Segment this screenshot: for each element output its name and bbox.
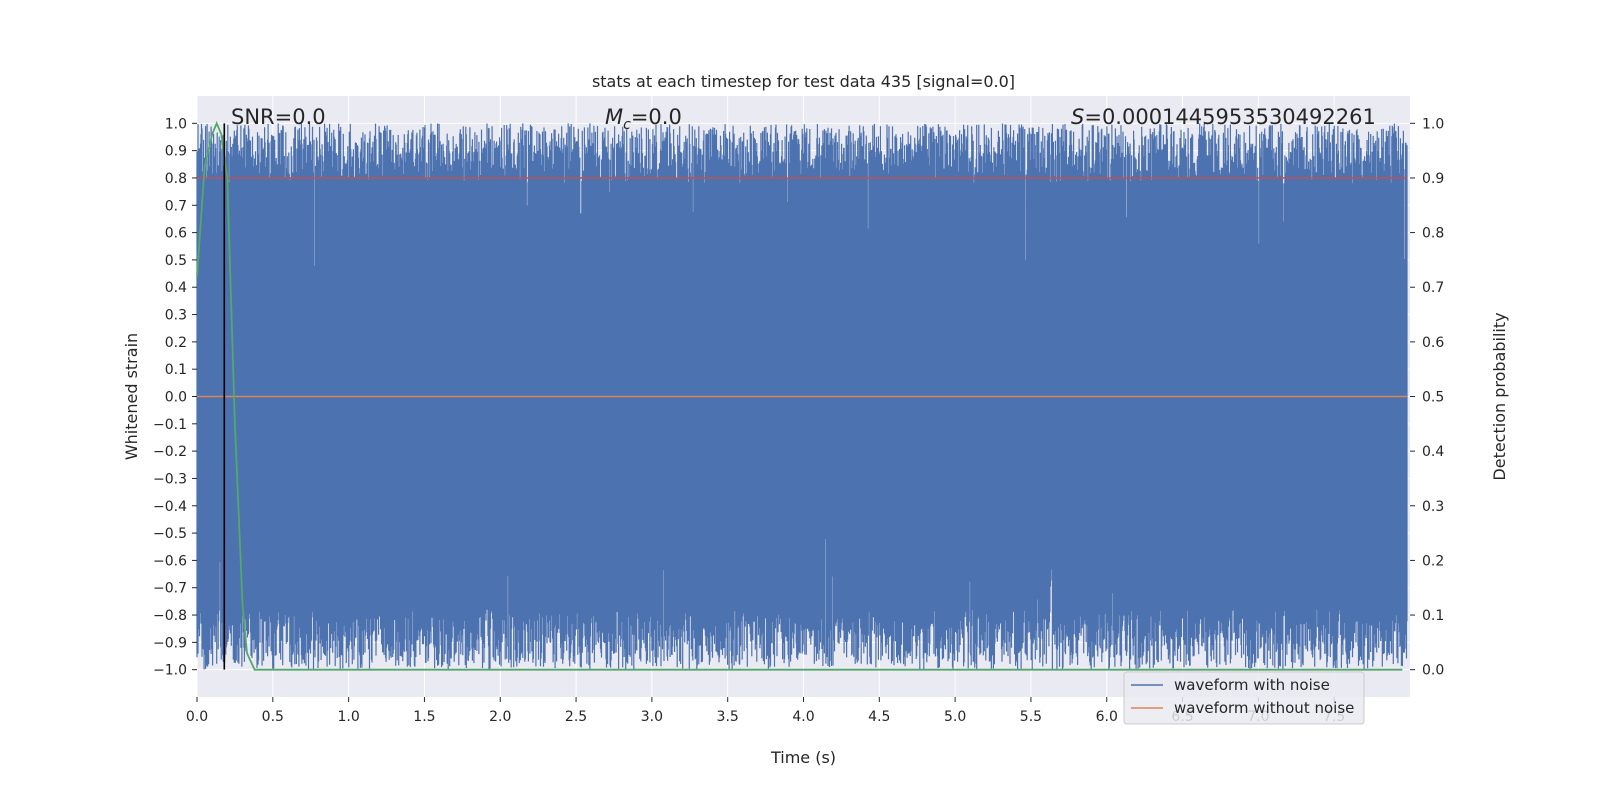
mc-symbol: M: [605, 105, 623, 129]
x-tick-label: 0.5: [262, 709, 284, 725]
legend-label-noise: waveform with noise: [1174, 676, 1330, 694]
y-tick-label: −0.5: [153, 526, 187, 542]
x-tick-label: 1.5: [413, 709, 435, 725]
y-tick-label: −0.6: [153, 553, 187, 569]
x-tick-label: 3.0: [641, 709, 663, 725]
y2-tick-label: 0.3: [1422, 499, 1444, 515]
y2-tick-label: 0.8: [1422, 226, 1444, 242]
y2-tick-label: 0.6: [1422, 335, 1444, 351]
y-tick-label: −0.4: [153, 499, 187, 515]
y2-tick-label: 0.9: [1422, 171, 1444, 187]
y2-tick-label: 1.0: [1422, 116, 1444, 132]
y2-tick-label: 0.0: [1422, 663, 1444, 679]
mc-annotation: Mc=0.0: [605, 105, 682, 133]
y-tick-label: 0.0: [165, 390, 187, 406]
y-tick-label: 0.9: [165, 144, 187, 160]
x-axis-label: Time (s): [770, 748, 836, 767]
y-tick-label: −1.0: [153, 663, 187, 679]
x-tick-label: 0.0: [186, 709, 208, 725]
y2-tick-label: 0.2: [1422, 553, 1444, 569]
y-tick-label: 0.7: [165, 198, 187, 214]
s-annotation: S=0.0001445953530492261: [1071, 105, 1376, 129]
y-tick-label: −0.9: [153, 635, 187, 651]
x-tick-label: 2.5: [565, 709, 587, 725]
x-tick-label: 5.0: [944, 709, 966, 725]
s-value: =0.0001445953530492261: [1084, 105, 1376, 129]
y-axis-label: Whitened strain: [122, 333, 141, 460]
overlay-series: [196, 120, 1407, 671]
y-tick-label: −0.1: [153, 417, 187, 433]
legend: waveform with noise waveform without noi…: [1123, 671, 1365, 725]
legend-label-clean: waveform without noise: [1174, 699, 1354, 717]
s-symbol: S: [1071, 105, 1084, 129]
y2-tick-label: 0.4: [1422, 444, 1444, 460]
chart-title: stats at each timestep for test data 435…: [592, 72, 1015, 91]
y-tick-label: 0.8: [165, 171, 187, 187]
x-tick-label: 5.5: [1020, 709, 1042, 725]
detection-probability-line: [196, 120, 1403, 671]
y-tick-label: 0.3: [165, 308, 187, 324]
y-tick-label: 0.1: [165, 362, 187, 378]
y-tick-label: 0.6: [165, 226, 187, 242]
right-axis-ticks: 1.0 0.9 0.8 0.7 0.6 0.5 0.4 0.3 0.2 0.1 0.0: [1410, 116, 1444, 679]
y-tick-label: 1.0: [165, 116, 187, 132]
left-axis-ticks: 1.0 0.9 0.8 0.7 0.6 0.5 0.4 0.3 0.2 0.1 0.0 −0.1 −0.…: [153, 116, 197, 679]
legend-box: [1123, 671, 1365, 725]
x-tick-label: 4.5: [868, 709, 890, 725]
mc-value: =0.0: [631, 105, 682, 129]
y2-tick-label: 0.1: [1422, 608, 1444, 624]
mc-subscript: c: [623, 117, 631, 133]
y-tick-label: −0.2: [153, 444, 187, 460]
y-tick-label: −0.3: [153, 471, 187, 487]
y2-tick-label: 0.5: [1422, 390, 1444, 406]
y-tick-label: 0.5: [165, 253, 187, 269]
y2-tick-label: 0.7: [1422, 280, 1444, 296]
x-tick-label: 6.0: [1096, 709, 1118, 725]
y-tick-label: −0.8: [153, 608, 187, 624]
x-tick-label: 4.0: [792, 709, 814, 725]
y-tick-label: 0.4: [165, 280, 187, 296]
x-tick-label: 3.5: [717, 709, 739, 725]
y-tick-label: 0.2: [165, 335, 187, 351]
snr-annotation: SNR=0.0: [231, 105, 326, 129]
x-tick-label: 1.0: [337, 709, 359, 725]
x-tick-label: 2.0: [489, 709, 511, 725]
y2-axis-label: Detection probability: [1490, 312, 1509, 480]
y-tick-label: −0.7: [153, 581, 187, 597]
